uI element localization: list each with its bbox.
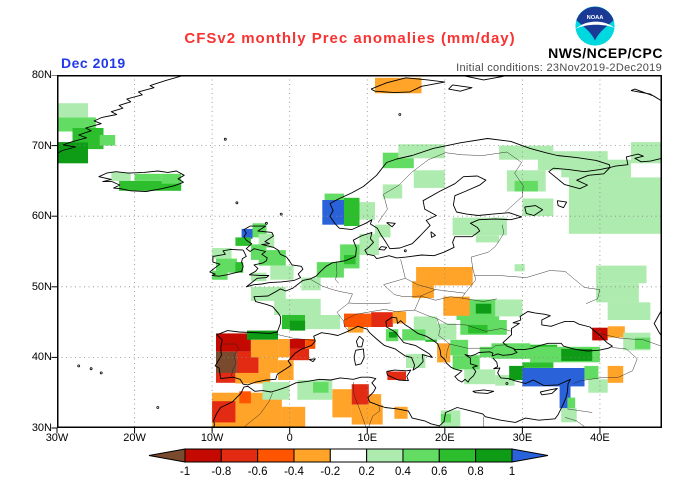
map-canvas: [50, 74, 670, 443]
colorbar-label: 0.6: [431, 466, 447, 478]
colorbar-label: -0.4: [284, 466, 304, 478]
lon-tick-label: 20E: [435, 432, 455, 444]
colorbar-scale: -1 -0.8 -0.6 -0.4 -0.2 0.2 0.4 0.6 0.8 1: [148, 448, 549, 478]
lat-tick-label: 70N: [31, 139, 52, 152]
colorbar-label: -0.6: [248, 466, 268, 478]
colorbar-label: -1: [180, 466, 190, 478]
agency-label: NWS/NCEP/CPC: [548, 45, 663, 61]
lon-tick-label: 30W: [45, 432, 69, 444]
colorbar-label: 0.8: [468, 466, 484, 478]
lat-tick-label: 60N: [31, 210, 52, 223]
colorbar-label: 0.4: [395, 466, 412, 478]
lon-tick-label: 10E: [357, 432, 378, 444]
lon-tick-label: 20W: [123, 432, 146, 444]
lat-tick-label: 80N: [31, 69, 52, 81]
colorbar-label: -0.8: [211, 466, 231, 478]
lat-tick-label: 30N: [31, 422, 52, 434]
lon-tick-label: 30E: [512, 432, 533, 444]
lat-tick-label: 40N: [31, 351, 52, 364]
page-title: CFSv2 monthly Prec anomalies (mm/day): [184, 30, 516, 47]
initial-conditions-label: Initial conditions: 23Nov2019-2Dec2019: [456, 62, 662, 74]
noaa-logo-text: NOAA: [587, 15, 604, 21]
europe-anomaly-map: [51, 74, 662, 434]
colorbar-label: 0.2: [359, 466, 375, 478]
lon-tick-label: 10W: [200, 432, 224, 444]
forecast-month-label: Dec 2019: [61, 55, 126, 71]
lat-tick-label: 50N: [31, 280, 52, 293]
lon-tick-label: 0: [286, 432, 293, 444]
colorbar: -1 -0.8 -0.6 -0.4 -0.2 0.2 0.4 0.6 0.8 1: [0, 444, 700, 486]
noaa-logo: NOAA: [575, 6, 615, 46]
colorbar-label: -0.2: [320, 466, 340, 478]
lon-tick-label: 40E: [590, 432, 610, 444]
colorbar-label: 1: [509, 466, 515, 478]
